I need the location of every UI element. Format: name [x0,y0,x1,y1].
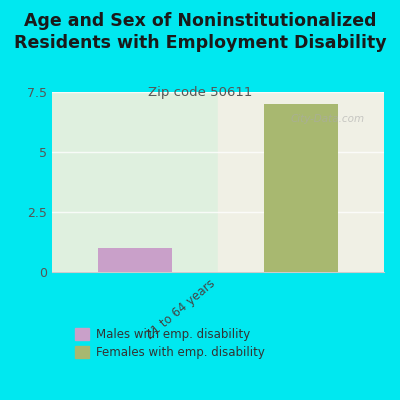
Text: Zip code 50611: Zip code 50611 [148,86,252,99]
Bar [52,92,218,272]
Text: Age and Sex of Noninstitutionalized
Residents with Employment Disability: Age and Sex of Noninstitutionalized Resi… [14,12,386,52]
Bar [218,92,384,272]
Bar [264,104,338,272]
Bar [98,248,172,272]
Text: City-Data.com: City-Data.com [291,114,365,124]
Legend: Males with emp. disability, Females with emp. disability: Males with emp. disability, Females with… [74,328,265,359]
